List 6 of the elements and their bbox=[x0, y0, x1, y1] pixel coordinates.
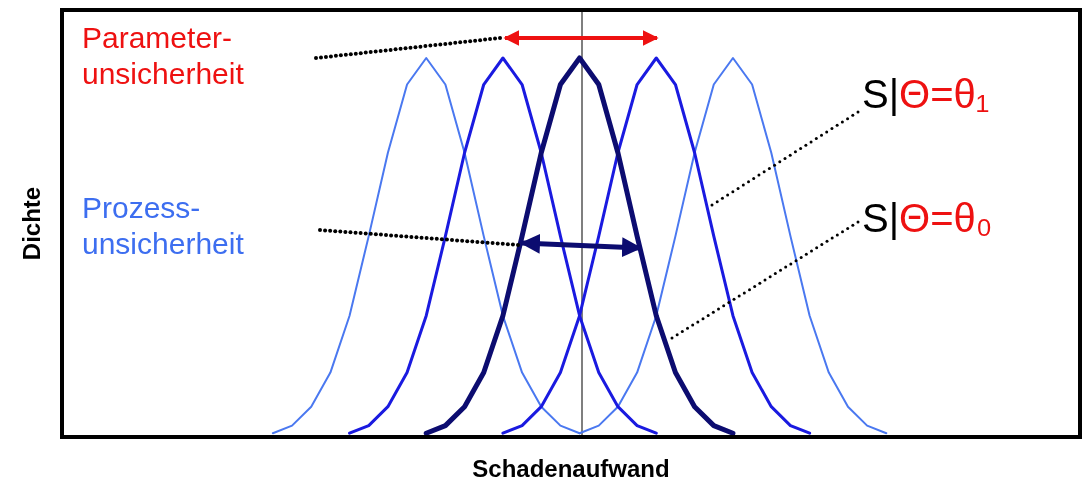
annotation: S|Θ=θ₀ bbox=[862, 196, 993, 240]
annotation: Prozess- unsicherheit bbox=[82, 191, 245, 260]
annotation: Parameter- unsicherheit bbox=[82, 21, 245, 90]
x-axis-title: Schadenaufwand bbox=[472, 455, 670, 482]
y-axis-title: Dichte bbox=[18, 186, 45, 261]
annotation: S|Θ=θ₁ bbox=[862, 72, 990, 116]
